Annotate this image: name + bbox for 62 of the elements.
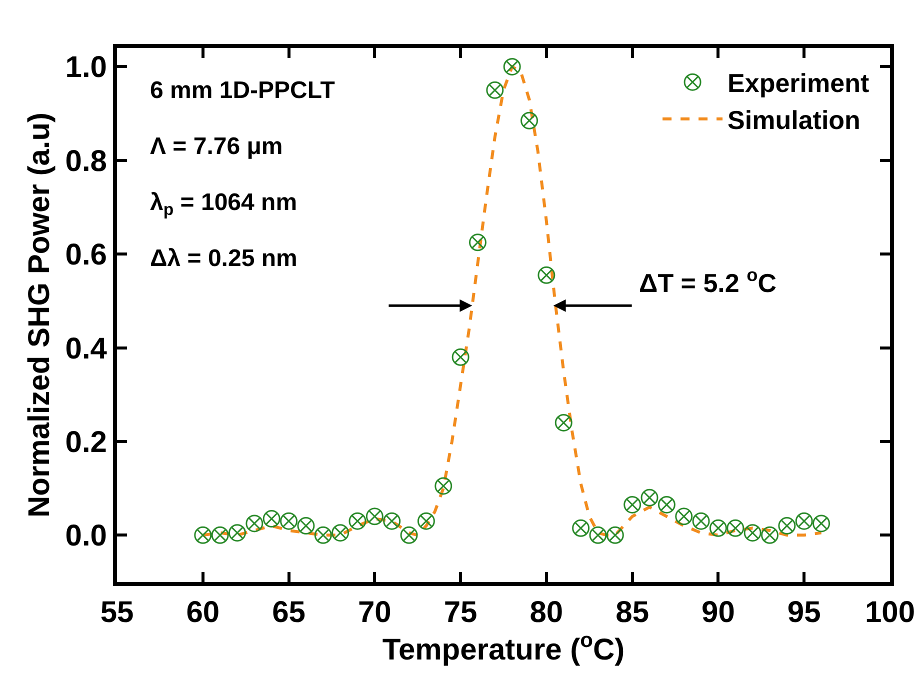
point <box>572 519 590 537</box>
x-tick-label: 60 <box>186 596 220 629</box>
x-tick-label: 55 <box>100 596 134 629</box>
legend-label: Simulation <box>728 105 860 136</box>
point <box>709 519 727 537</box>
point <box>606 526 624 544</box>
annotation: Δλ = 0.25 nm <box>150 245 298 272</box>
point <box>228 524 246 542</box>
point <box>640 488 658 506</box>
point <box>400 526 418 544</box>
legend-label: Experiment <box>728 68 870 98</box>
point <box>211 526 229 544</box>
point <box>795 512 813 530</box>
point <box>348 512 366 530</box>
point <box>589 526 607 544</box>
point <box>624 496 642 514</box>
point <box>520 112 538 130</box>
y-tick-label: 1.0 <box>65 51 107 84</box>
x-tick-label: 75 <box>444 596 478 629</box>
point <box>744 524 762 542</box>
y-tick-label: 0.2 <box>65 426 107 459</box>
point <box>297 517 315 535</box>
x-tick-label: 90 <box>702 596 735 629</box>
y-axis-title: Normalized SHG Power (a.u) <box>22 112 56 518</box>
point <box>554 414 572 432</box>
point <box>332 524 350 542</box>
point <box>262 510 280 528</box>
x-tick-label: 70 <box>358 596 392 629</box>
x-tick-label: 85 <box>616 596 650 629</box>
point <box>469 234 486 252</box>
y-tick-label: 0.0 <box>65 520 107 553</box>
y-tick-label: 0.4 <box>65 332 108 366</box>
y-tick-label: 0.6 <box>65 238 107 272</box>
point <box>658 496 676 514</box>
point <box>675 508 693 526</box>
point <box>812 514 830 532</box>
point <box>486 81 504 99</box>
point <box>194 526 212 544</box>
point <box>761 526 779 544</box>
x-tick-label: 100 <box>864 596 916 629</box>
point <box>383 512 401 530</box>
x-tick-label: 80 <box>530 596 564 629</box>
point <box>692 512 710 530</box>
point <box>503 58 521 76</box>
point <box>280 512 298 530</box>
point <box>538 266 556 284</box>
point <box>366 508 384 526</box>
point <box>778 517 796 535</box>
point <box>246 514 264 532</box>
annotation: λ$_{p}$ = 1064 nm <box>150 189 298 220</box>
x-tick-label: 95 <box>787 596 821 629</box>
annotation: 6 mm 1D-PPCLT <box>150 77 336 104</box>
annotation: Λ = 7.76 μm <box>150 133 283 160</box>
point <box>434 477 452 495</box>
annotation: ΔT = 5.2 $^{o}$C <box>639 265 777 298</box>
point <box>452 348 470 366</box>
x-axis-title: Temperature ($^{o}$C) <box>382 629 625 667</box>
point <box>726 519 744 537</box>
point <box>417 512 435 530</box>
y-tick-label: 0.8 <box>65 144 107 178</box>
x-tick-label: 65 <box>272 596 306 629</box>
point <box>314 526 332 544</box>
